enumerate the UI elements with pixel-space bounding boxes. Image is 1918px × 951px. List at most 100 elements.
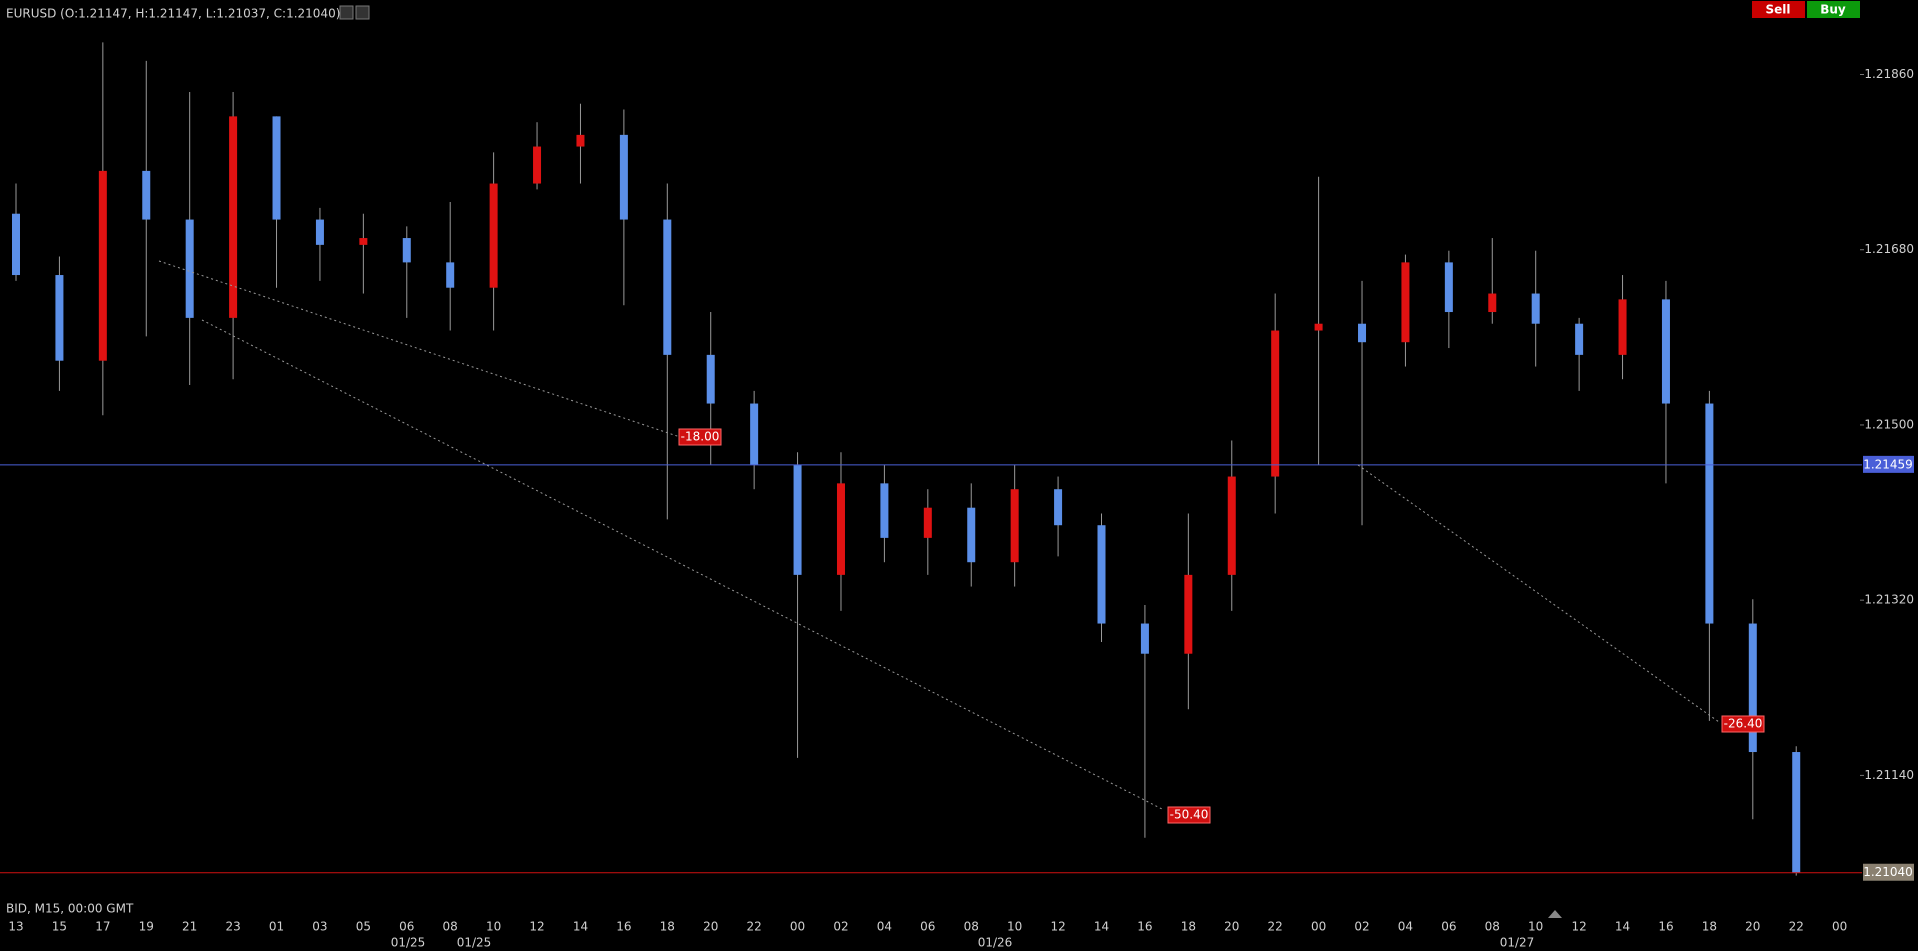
date-label: 01/25 [457,936,492,950]
candle-body [55,275,64,361]
x-tick-label: 22 [1789,920,1804,934]
candle-body [98,170,107,361]
candle-body [1140,623,1149,654]
x-tick-label: 02 [1354,920,1369,934]
x-tick-label: 21 [182,920,197,934]
candle-body [576,134,585,147]
x-tick-label: 04 [877,920,892,934]
y-tick-label: 1.21680 [1864,242,1914,256]
candle-body [836,483,845,575]
date-label: 01/27 [1500,936,1535,950]
candle-body [1097,525,1106,624]
candle-body [706,354,715,404]
candle-body [1661,299,1670,404]
trade-tag-label: -18.00 [681,430,720,444]
candle-body [1184,574,1193,654]
candle-body [1054,489,1063,526]
trade-line [1357,464,1720,723]
candle-body [1705,403,1714,624]
x-tick-label: 20 [703,920,718,934]
candle-body [359,238,368,245]
candle-body [750,403,759,465]
price-tag-label: 1.21459 [1863,457,1913,471]
x-tick-label: 03 [312,920,327,934]
x-tick-label: 15 [52,920,67,934]
x-tick-label: 06 [920,920,935,934]
chart-title: EURUSD (O:1.21147, H:1.21147, L:1.21037,… [6,7,340,21]
x-tick-label: 20 [1224,920,1239,934]
candle-body [1271,330,1280,477]
candle-body [402,238,411,263]
trade-tag-label: -50.40 [1170,808,1209,822]
x-tick-label: 20 [1745,920,1760,934]
candle-body [315,219,324,245]
date-label: 01/25 [391,936,426,950]
x-tick-label: 04 [1398,920,1413,934]
y-tick-label: 1.21860 [1864,67,1914,81]
candle-body [1358,323,1367,343]
candle-body [229,116,238,318]
candle-body [489,183,498,288]
candle-body [880,483,889,538]
y-tick-label: 1.21140 [1864,768,1914,782]
x-tick-label: 12 [1571,920,1586,934]
x-tick-label: 22 [746,920,761,934]
candle-body [967,507,976,563]
x-tick-label: 00 [1832,920,1847,934]
x-tick-label: 12 [1050,920,1065,934]
x-tick-label: 16 [616,920,631,934]
x-tick-label: 08 [443,920,458,934]
candle-body [1488,293,1497,313]
candle-body [1618,299,1627,355]
candle-body [1444,262,1453,313]
buy-label[interactable]: Buy [1820,3,1846,17]
y-tick-label: 1.21500 [1864,417,1914,431]
candle-body [1792,752,1801,873]
candle-body [923,507,932,538]
x-tick-label: 14 [1094,920,1109,934]
candle-body [185,219,194,318]
settings-icon[interactable] [355,5,370,20]
x-tick-label: 18 [660,920,675,934]
candle-body [793,464,802,575]
candle-body [533,146,542,184]
price-tag [1863,455,1914,473]
footer-label: BID, M15, 00:00 GMT [6,902,134,916]
x-tick-label: 16 [1658,920,1673,934]
x-tick-label: 00 [790,920,805,934]
price-tag-label: 1.21040 [1863,865,1913,879]
candle-body [1010,489,1019,563]
trade-tag [678,428,722,446]
settings-icon[interactable] [339,5,354,20]
sell-label[interactable]: Sell [1765,3,1790,17]
trade-tag-label: -26.40 [1724,717,1763,731]
candle-body [1575,323,1584,355]
x-tick-label: 05 [356,920,371,934]
x-tick-label: 19 [139,920,154,934]
x-tick-label: 17 [95,920,110,934]
candle-body [446,262,455,288]
candle-body [1227,476,1236,575]
trade-tag [1721,715,1765,733]
x-tick-label: 23 [225,920,240,934]
x-tick-label: 18 [1181,920,1196,934]
candle-body [12,213,20,276]
x-tick-label: 08 [1485,920,1500,934]
candle-body [1748,623,1757,753]
x-tick-label: 01 [269,920,284,934]
candle-body [272,116,281,220]
x-tick-label: 06 [399,920,414,934]
x-tick-label: 14 [1615,920,1630,934]
x-tick-label: 13 [8,920,23,934]
scroll-marker [1548,910,1562,918]
trade-line [158,260,681,438]
sell-button[interactable] [1752,1,1805,18]
buy-button[interactable] [1807,1,1860,18]
x-tick-label: 22 [1268,920,1283,934]
x-tick-label: 12 [529,920,544,934]
trade-tag [1167,806,1211,824]
x-tick-label: 08 [964,920,979,934]
x-tick-label: 10 [486,920,501,934]
